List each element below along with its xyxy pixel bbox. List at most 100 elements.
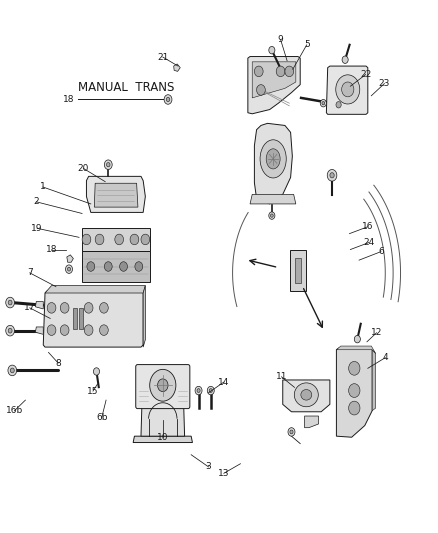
Circle shape (11, 368, 14, 373)
Circle shape (194, 386, 201, 395)
Text: 5: 5 (303, 41, 309, 50)
Circle shape (82, 234, 91, 245)
Polygon shape (82, 251, 149, 282)
Circle shape (197, 389, 200, 392)
Circle shape (99, 303, 108, 313)
Polygon shape (35, 327, 43, 334)
Text: 10: 10 (157, 433, 168, 442)
Circle shape (130, 234, 138, 245)
Circle shape (99, 325, 108, 335)
Polygon shape (336, 346, 375, 353)
Text: 24: 24 (362, 238, 374, 247)
Polygon shape (282, 380, 329, 412)
Ellipse shape (341, 82, 353, 97)
Polygon shape (325, 66, 367, 114)
Ellipse shape (300, 390, 311, 400)
Circle shape (335, 102, 340, 108)
Ellipse shape (259, 140, 286, 178)
Circle shape (6, 297, 14, 308)
Polygon shape (35, 302, 43, 309)
Circle shape (348, 361, 359, 375)
Circle shape (8, 300, 12, 305)
Circle shape (67, 267, 71, 271)
Text: 18: 18 (63, 95, 74, 104)
Bar (295, 258, 300, 284)
Circle shape (6, 325, 14, 336)
Polygon shape (252, 62, 295, 98)
Text: 9: 9 (277, 35, 283, 44)
Text: 17: 17 (24, 303, 35, 312)
Ellipse shape (265, 149, 279, 169)
Text: 14: 14 (218, 377, 229, 386)
Circle shape (106, 163, 110, 167)
Bar (79, 308, 82, 329)
Polygon shape (247, 56, 300, 114)
Circle shape (284, 66, 293, 77)
Text: MANUAL  TRANS: MANUAL TRANS (78, 81, 174, 94)
Circle shape (84, 325, 93, 335)
Polygon shape (82, 228, 149, 251)
Circle shape (209, 389, 212, 392)
Circle shape (321, 101, 324, 105)
Circle shape (276, 66, 284, 77)
Circle shape (134, 262, 142, 271)
Ellipse shape (293, 383, 318, 407)
Circle shape (256, 85, 265, 95)
Polygon shape (336, 348, 371, 437)
Text: 11: 11 (275, 372, 286, 381)
FancyBboxPatch shape (135, 365, 189, 409)
Circle shape (353, 335, 360, 343)
Circle shape (348, 401, 359, 415)
Circle shape (93, 368, 99, 375)
Circle shape (326, 169, 336, 181)
Circle shape (60, 303, 69, 313)
Polygon shape (43, 291, 143, 347)
Circle shape (47, 325, 56, 335)
Circle shape (65, 265, 72, 273)
Circle shape (149, 369, 176, 401)
Text: 3: 3 (205, 463, 211, 471)
Text: 15: 15 (87, 386, 99, 395)
Circle shape (329, 173, 333, 178)
Circle shape (348, 384, 359, 398)
Circle shape (87, 262, 95, 271)
Polygon shape (86, 176, 145, 213)
Text: 8: 8 (55, 359, 61, 367)
Text: 18: 18 (46, 245, 57, 254)
Circle shape (47, 303, 56, 313)
Text: 20: 20 (78, 164, 89, 173)
Text: 16b: 16b (6, 406, 23, 415)
Circle shape (268, 46, 274, 54)
Circle shape (207, 386, 214, 395)
Polygon shape (371, 350, 375, 411)
Bar (73, 308, 77, 329)
Text: 16: 16 (361, 222, 373, 231)
Circle shape (166, 98, 170, 102)
Text: 21: 21 (157, 53, 168, 62)
Text: 4: 4 (381, 353, 387, 362)
Circle shape (287, 427, 294, 436)
Circle shape (8, 365, 17, 376)
Circle shape (115, 234, 123, 245)
Text: 1: 1 (40, 182, 46, 191)
Polygon shape (94, 183, 138, 207)
Circle shape (95, 234, 104, 245)
Text: 2: 2 (33, 197, 39, 206)
Circle shape (119, 262, 127, 271)
Circle shape (141, 234, 149, 245)
Circle shape (84, 303, 93, 313)
Polygon shape (304, 416, 318, 427)
Polygon shape (67, 255, 73, 262)
Polygon shape (45, 286, 145, 293)
Text: 19: 19 (32, 224, 43, 233)
Text: 6b: 6b (96, 413, 107, 422)
Circle shape (8, 328, 12, 333)
Text: 6: 6 (377, 247, 383, 256)
Circle shape (268, 212, 274, 219)
Bar (290, 250, 305, 292)
Polygon shape (141, 407, 184, 436)
Circle shape (289, 430, 293, 434)
Polygon shape (173, 64, 180, 71)
Circle shape (341, 56, 347, 63)
Polygon shape (250, 195, 295, 204)
